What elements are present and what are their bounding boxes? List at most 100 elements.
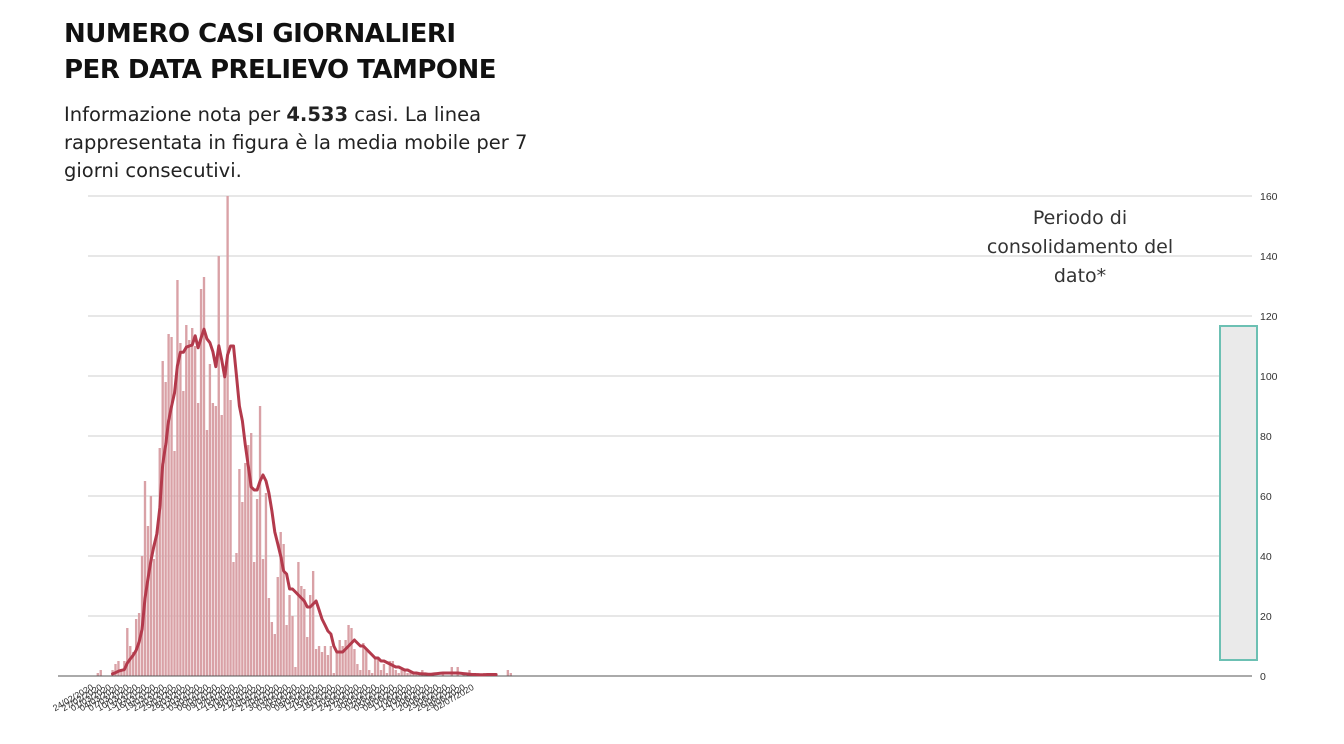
bar: [164, 382, 167, 676]
bar: [506, 670, 510, 676]
bar: [132, 652, 135, 676]
bar: [373, 658, 377, 676]
y-tick-label: 40: [1260, 551, 1272, 563]
bar: [258, 406, 262, 676]
bar: [261, 559, 265, 676]
bar: [264, 493, 268, 676]
bar: [291, 616, 294, 676]
bar: [96, 673, 99, 676]
bar: [403, 670, 406, 676]
y-tick-label: 100: [1260, 371, 1278, 383]
bar: [359, 670, 362, 676]
bar: [176, 280, 179, 676]
bar: [406, 673, 409, 676]
bar: [368, 670, 371, 676]
bar: [509, 673, 512, 676]
bar: [288, 595, 291, 676]
bar: [365, 649, 368, 676]
bar: [191, 328, 194, 676]
bar: [229, 400, 232, 676]
bar: [409, 673, 412, 676]
bar: [167, 334, 170, 676]
consolidation-period-box: [1219, 325, 1258, 661]
bar: [379, 670, 383, 676]
bar: [126, 628, 129, 676]
bar: [208, 364, 212, 676]
bar: [329, 646, 333, 676]
bar: [149, 496, 153, 676]
y-tick-label: 80: [1260, 431, 1272, 443]
bar: [255, 499, 259, 676]
bar: [282, 544, 285, 676]
bar: [247, 445, 250, 676]
moving-average-line: [111, 327, 498, 677]
bar: [214, 406, 217, 676]
bar: [294, 667, 297, 676]
bar: [276, 577, 279, 676]
bar: [196, 403, 200, 676]
y-tick-label: 60: [1260, 491, 1272, 503]
chart-subtitle: Informazione nota per 4.533 casi. La lin…: [64, 101, 564, 185]
bar: [238, 469, 241, 676]
bar: [326, 655, 330, 676]
bar: [273, 634, 276, 676]
bar: [335, 652, 338, 676]
bar: [235, 553, 238, 676]
bar: [297, 562, 300, 676]
bar: [311, 571, 315, 676]
bar: [143, 481, 147, 676]
bar: [314, 649, 318, 676]
bar: [182, 391, 185, 676]
case-count: 4.533: [286, 103, 349, 126]
bar: [173, 451, 176, 676]
chart-title-line-1: NUMERO CASI GIORNALIERI: [64, 19, 456, 49]
bar: [347, 625, 350, 676]
bar: [306, 637, 309, 676]
bar: [279, 532, 282, 676]
bar: [114, 664, 117, 676]
bar: [244, 463, 247, 676]
subtitle-prefix: Informazione nota per: [64, 103, 281, 126]
bar: [179, 343, 182, 676]
y-tick-label: 140: [1260, 251, 1278, 263]
bar: [285, 625, 288, 676]
bar: [400, 670, 403, 676]
bar: [120, 670, 123, 676]
bar: [317, 646, 321, 676]
bar: [158, 448, 161, 676]
bar: [152, 559, 156, 676]
bar: [185, 325, 188, 676]
bar: [188, 340, 191, 676]
bar: [338, 640, 341, 676]
y-tick-label: 0: [1260, 671, 1266, 683]
bar: [211, 403, 215, 676]
bar: [385, 673, 389, 676]
bar: [270, 622, 274, 676]
bar: [412, 673, 415, 676]
bar: [193, 346, 197, 676]
subtitle-suffix: casi. La linea rappresentata in figura è…: [64, 103, 528, 182]
bar: [300, 586, 303, 676]
bar: [332, 673, 335, 676]
bar: [341, 646, 344, 676]
bar: [394, 670, 397, 676]
bar: [223, 373, 226, 676]
bar: [217, 256, 220, 676]
bar: [382, 664, 386, 676]
bar: [202, 277, 206, 676]
bar: [250, 433, 253, 676]
bar: [309, 595, 312, 676]
bar: [397, 673, 400, 676]
bar: [356, 664, 359, 676]
bar: [267, 598, 271, 676]
bar: [376, 658, 380, 676]
y-tick-label: 120: [1260, 311, 1278, 323]
chart-title-line-2: PER DATA PRELIEVO TAMPONE: [64, 55, 497, 85]
bar: [170, 337, 173, 676]
bar: [323, 646, 327, 676]
bar: [320, 652, 324, 676]
bar: [146, 526, 150, 676]
y-tick-label: 20: [1260, 611, 1272, 623]
bar: [241, 502, 244, 676]
